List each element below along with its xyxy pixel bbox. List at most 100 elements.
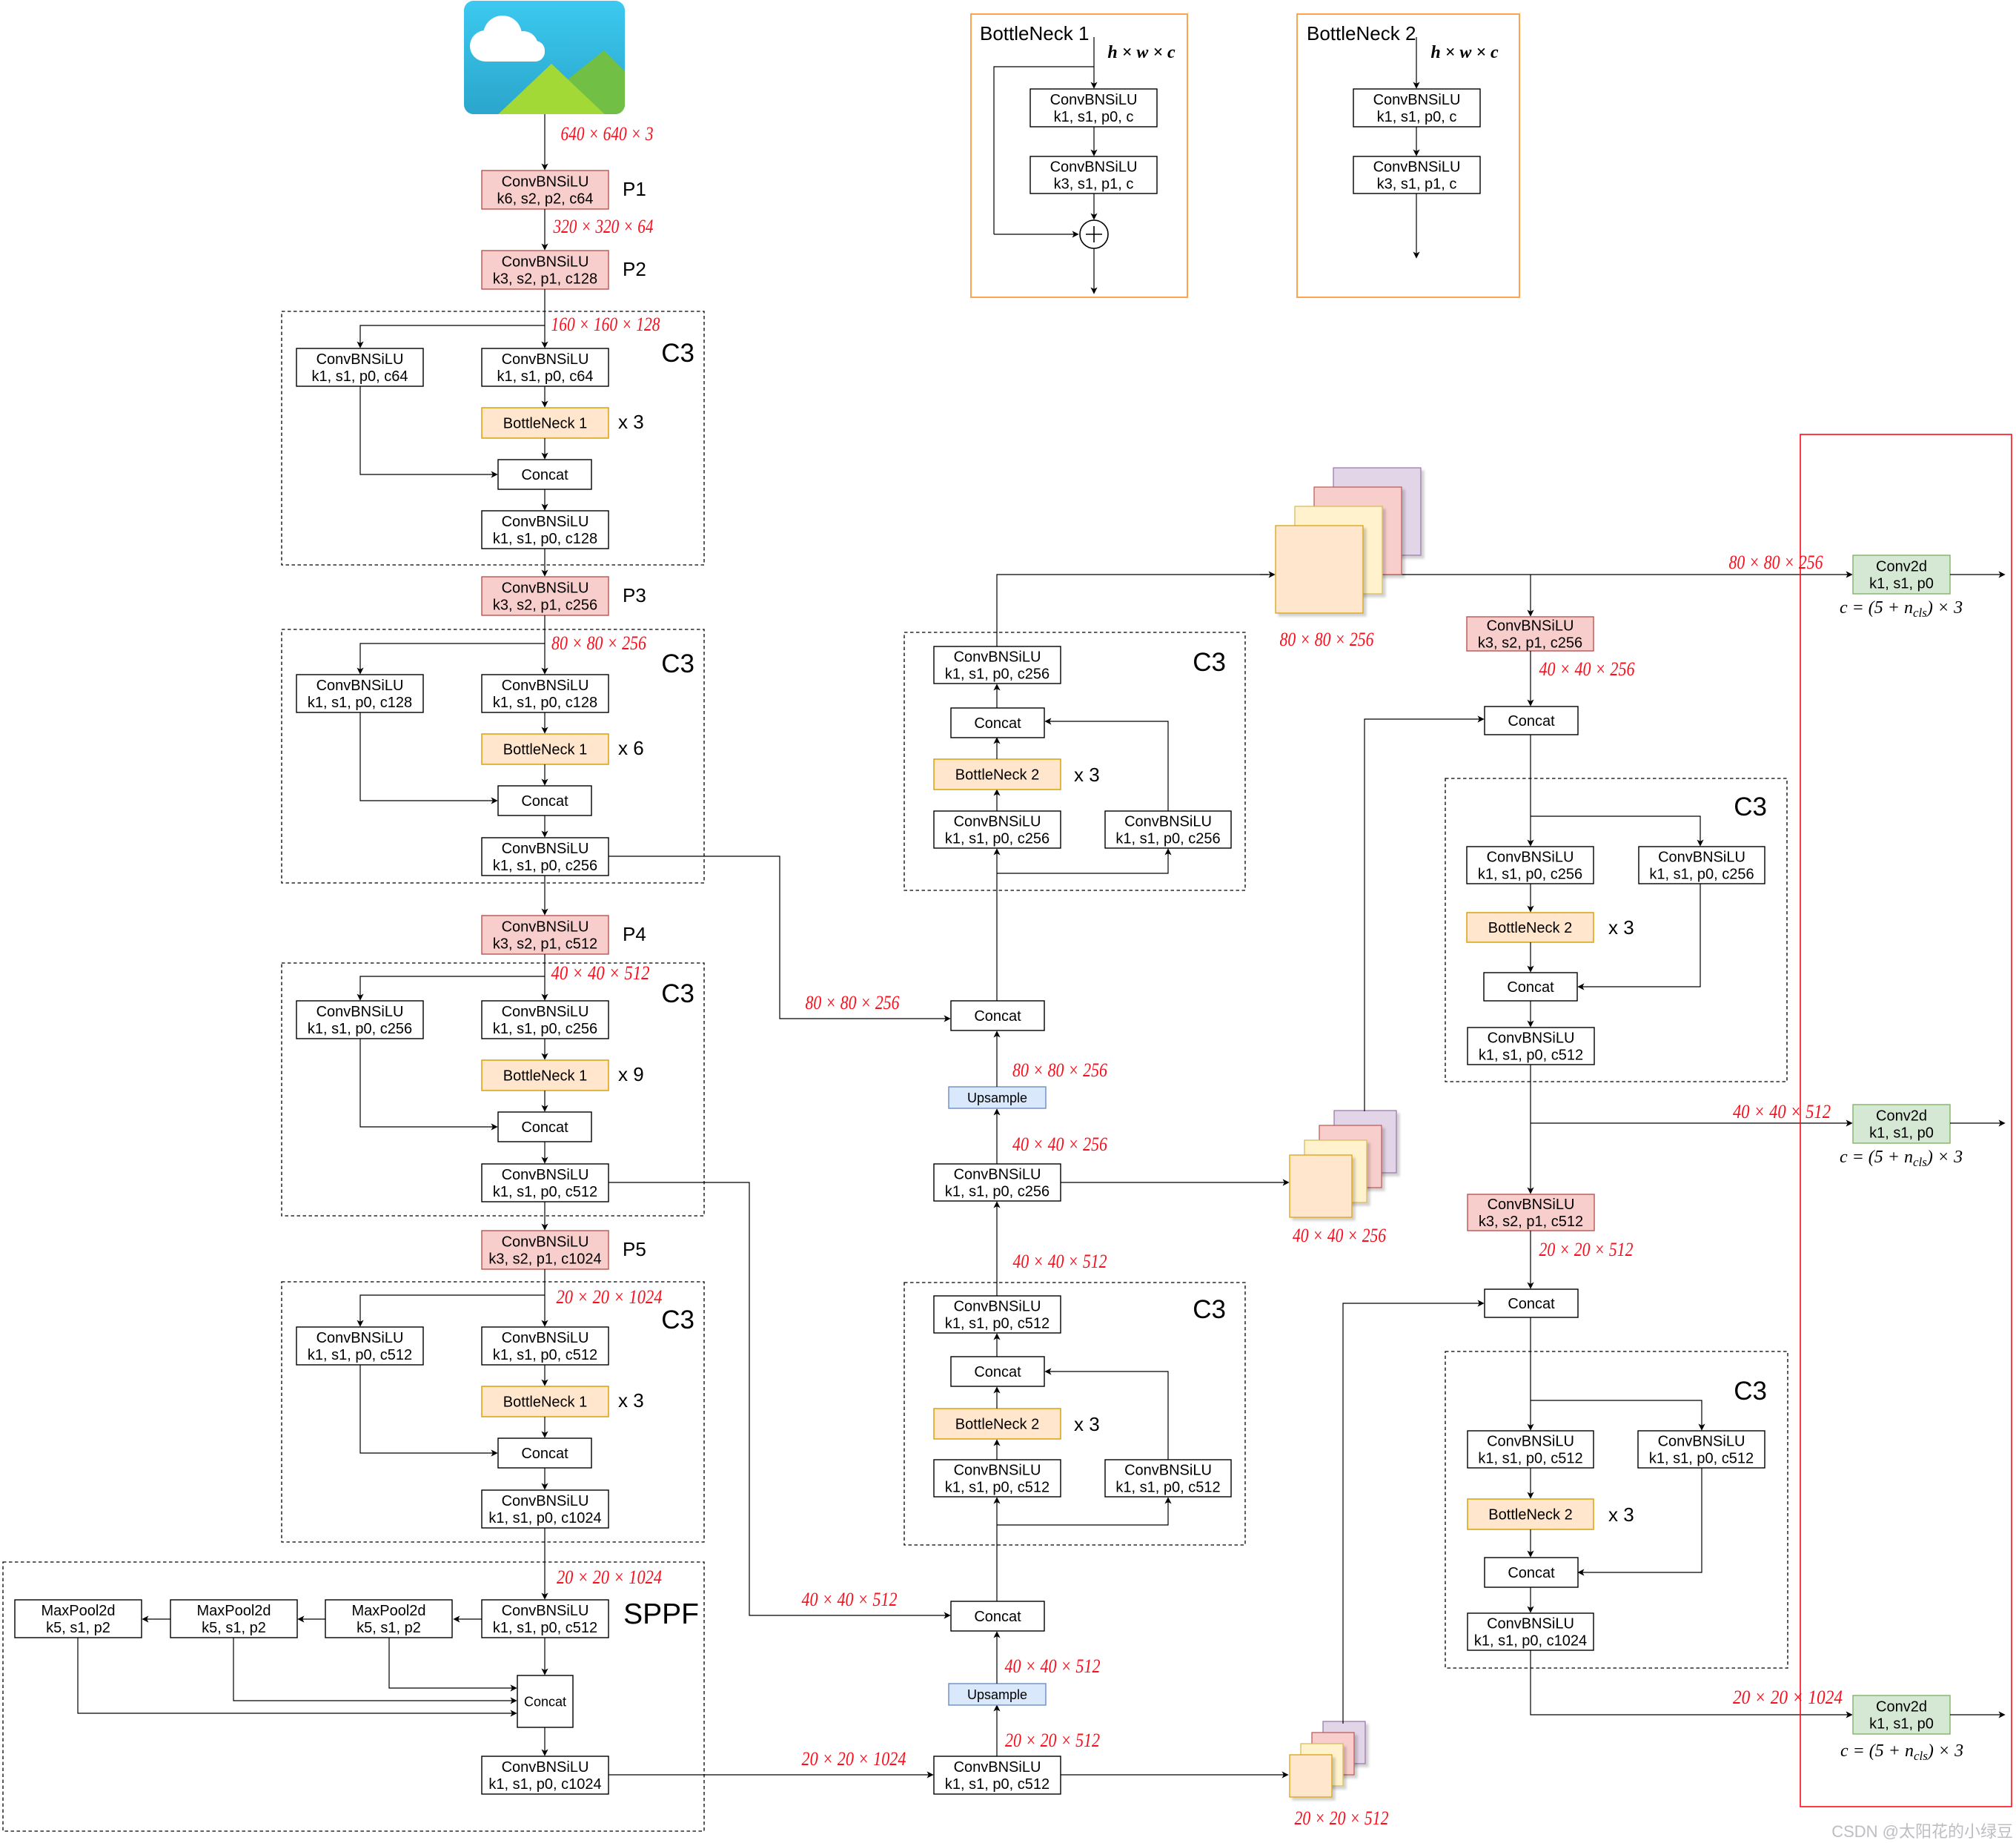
- svg-text:ConvBNSiLU: ConvBNSiLU: [316, 1330, 404, 1346]
- svg-text:P2: P2: [623, 258, 646, 280]
- svg-text:x 3: x 3: [1074, 764, 1100, 786]
- svg-text:40 × 40 × 512: 40 × 40 × 512: [1013, 1251, 1107, 1272]
- svg-text:40 × 40 × 512: 40 × 40 × 512: [1733, 1101, 1831, 1122]
- svg-text:k1, s1, p0, c128: k1, s1, p0, c128: [308, 695, 412, 711]
- svg-text:160 × 160 × 128: 160 × 160 × 128: [551, 314, 660, 335]
- svg-text:ConvBNSiLU: ConvBNSiLU: [1487, 1616, 1574, 1632]
- svg-text:640 × 640 × 3: 640 × 640 × 3: [561, 123, 654, 145]
- svg-text:40 × 40 × 256: 40 × 40 × 256: [1012, 1134, 1107, 1155]
- svg-text:BottleNeck 1: BottleNeck 1: [503, 1394, 587, 1411]
- svg-text:k3, s2, p1, c128: k3, s2, p1, c128: [493, 271, 597, 288]
- svg-text:Concat: Concat: [524, 1694, 566, 1709]
- svg-text:Concat: Concat: [974, 1364, 1021, 1380]
- svg-text:80 × 80 × 256: 80 × 80 × 256: [1012, 1059, 1107, 1081]
- svg-text:20 × 20 × 1024: 20 × 20 × 1024: [802, 1748, 906, 1770]
- svg-text:k1, s1, p0, c256: k1, s1, p0, c256: [308, 1021, 412, 1037]
- svg-text:k3, s2, p1, c256: k3, s2, p1, c256: [1478, 635, 1582, 652]
- svg-text:P3: P3: [623, 584, 646, 606]
- svg-text:ConvBNSiLU: ConvBNSiLU: [1124, 814, 1212, 830]
- svg-text:x 3: x 3: [618, 411, 644, 433]
- svg-text:Concat: Concat: [1508, 713, 1555, 729]
- svg-text:Conv2d: Conv2d: [1876, 1108, 1927, 1125]
- svg-text:40 × 40 × 512: 40 × 40 × 512: [1005, 1655, 1101, 1677]
- svg-text:k3, s2, p1, c1024: k3, s2, p1, c1024: [488, 1251, 601, 1268]
- svg-text:ConvBNSiLU: ConvBNSiLU: [316, 351, 404, 368]
- svg-text:C3: C3: [661, 649, 694, 678]
- svg-text:20 × 20 × 512: 20 × 20 × 512: [1005, 1730, 1100, 1751]
- svg-text:ConvBNSiLU: ConvBNSiLU: [316, 1004, 404, 1020]
- svg-text:Conv2d: Conv2d: [1876, 559, 1927, 575]
- svg-text:P4: P4: [623, 923, 646, 945]
- svg-text:k3, s2, p1, c512: k3, s2, p1, c512: [493, 936, 597, 953]
- svg-text:k1, s1, p0: k1, s1, p0: [1869, 1125, 1934, 1142]
- svg-text:ConvBNSiLU: ConvBNSiLU: [954, 814, 1041, 830]
- svg-text:BottleNeck 1: BottleNeck 1: [980, 22, 1089, 44]
- svg-text:BottleNeck 2: BottleNeck 2: [1488, 920, 1572, 936]
- svg-text:ConvBNSiLU: ConvBNSiLU: [1487, 1434, 1574, 1450]
- svg-text:k1, s1, p0, c128: k1, s1, p0, c128: [493, 531, 597, 547]
- svg-text:C3: C3: [1193, 1295, 1226, 1324]
- svg-text:C3: C3: [661, 339, 694, 368]
- svg-text:C3: C3: [1734, 793, 1767, 821]
- svg-text:ConvBNSiLU: ConvBNSiLU: [1373, 92, 1461, 108]
- svg-text:80 × 80 × 256: 80 × 80 × 256: [1729, 552, 1823, 573]
- svg-text:Concat: Concat: [1508, 1565, 1555, 1581]
- svg-text:h × w × c: h × w × c: [1107, 43, 1176, 62]
- svg-text:CSDN @太阳花的小绿豆: CSDN @太阳花的小绿豆: [1831, 1822, 2013, 1841]
- svg-text:x 3: x 3: [1608, 1503, 1634, 1526]
- svg-text:ConvBNSiLU: ConvBNSiLU: [1488, 1030, 1575, 1047]
- svg-text:c = (5 + ncls) × 3: c = (5 + ncls) × 3: [1840, 1741, 1963, 1763]
- svg-text:ConvBNSiLU: ConvBNSiLU: [1124, 1463, 1212, 1479]
- svg-text:k1, s1, p0, c512: k1, s1, p0, c512: [1478, 1451, 1582, 1467]
- svg-text:Concat: Concat: [974, 715, 1021, 732]
- svg-text:k1, s1, p0, c1024: k1, s1, p0, c1024: [488, 1776, 601, 1793]
- svg-text:40 × 40 × 256: 40 × 40 × 256: [1539, 658, 1635, 680]
- svg-text:20 × 20 × 1024: 20 × 20 × 1024: [557, 1566, 662, 1588]
- svg-text:20 × 20 × 1024: 20 × 20 × 1024: [557, 1286, 663, 1308]
- svg-text:Concat: Concat: [1507, 979, 1554, 996]
- svg-text:k1, s1, p0, c: k1, s1, p0, c: [1377, 109, 1457, 125]
- svg-text:Upsample: Upsample: [967, 1687, 1027, 1702]
- svg-text:k1, s1, p0, c512: k1, s1, p0, c512: [493, 1620, 597, 1636]
- svg-text:ConvBNSiLU: ConvBNSiLU: [1487, 618, 1574, 635]
- svg-text:x 3: x 3: [618, 1389, 644, 1412]
- svg-text:k1, s1, p0, c512: k1, s1, p0, c512: [493, 1184, 597, 1200]
- svg-text:k1, s1, p0, c256: k1, s1, p0, c256: [1649, 867, 1754, 883]
- svg-text:ConvBNSiLU: ConvBNSiLU: [502, 254, 589, 271]
- svg-text:ConvBNSiLU: ConvBNSiLU: [502, 580, 589, 597]
- svg-text:k1, s1, p0, c512: k1, s1, p0, c512: [945, 1776, 1050, 1793]
- svg-text:k1, s1, p0, c256: k1, s1, p0, c256: [1115, 831, 1220, 847]
- svg-text:ConvBNSiLU: ConvBNSiLU: [1658, 1434, 1745, 1450]
- svg-text:ConvBNSiLU: ConvBNSiLU: [502, 1167, 589, 1183]
- svg-text:k1, s1, p0, c256: k1, s1, p0, c256: [493, 858, 597, 874]
- svg-text:Concat: Concat: [521, 467, 568, 483]
- svg-text:ConvBNSiLU: ConvBNSiLU: [502, 514, 589, 530]
- svg-text:BottleNeck 2: BottleNeck 2: [955, 1417, 1039, 1433]
- svg-text:C3: C3: [661, 1306, 694, 1334]
- svg-text:k3, s2, p1, c512: k3, s2, p1, c512: [1479, 1214, 1583, 1230]
- svg-text:40 × 40 × 512: 40 × 40 × 512: [802, 1589, 898, 1610]
- svg-text:20 × 20 × 512: 20 × 20 × 512: [1539, 1239, 1634, 1260]
- svg-text:x 3: x 3: [1608, 916, 1634, 939]
- svg-text:Concat: Concat: [521, 1446, 568, 1462]
- svg-text:k5, s1, p2: k5, s1, p2: [46, 1620, 110, 1636]
- svg-text:BottleNeck 2: BottleNeck 2: [1307, 22, 1416, 44]
- svg-text:ConvBNSiLU: ConvBNSiLU: [954, 1167, 1041, 1183]
- svg-text:40 × 40 × 256: 40 × 40 × 256: [1293, 1225, 1386, 1246]
- svg-text:ConvBNSiLU: ConvBNSiLU: [1373, 159, 1461, 176]
- svg-text:C3: C3: [1734, 1377, 1767, 1406]
- svg-text:ConvBNSiLU: ConvBNSiLU: [502, 1004, 589, 1020]
- svg-text:40 × 40 × 512: 40 × 40 × 512: [551, 962, 650, 984]
- svg-text:x 9: x 9: [618, 1063, 644, 1085]
- svg-text:k1, s1, p0, c256: k1, s1, p0, c256: [493, 1021, 597, 1037]
- svg-text:k1, s1, p0, c512: k1, s1, p0, c512: [1479, 1048, 1583, 1064]
- svg-text:ConvBNSiLU: ConvBNSiLU: [502, 1330, 589, 1346]
- svg-text:k1, s1, p0, c1024: k1, s1, p0, c1024: [488, 1510, 601, 1526]
- svg-text:ConvBNSiLU: ConvBNSiLU: [954, 1299, 1041, 1315]
- svg-text:ConvBNSiLU: ConvBNSiLU: [502, 1234, 589, 1251]
- svg-text:k1, s1, p0, c256: k1, s1, p0, c256: [945, 666, 1050, 683]
- svg-text:ConvBNSiLU: ConvBNSiLU: [502, 678, 589, 694]
- svg-text:k3, s1, p1, c: k3, s1, p1, c: [1054, 176, 1134, 193]
- svg-text:k1, s1, p0: k1, s1, p0: [1869, 576, 1934, 592]
- svg-text:k1, s1, p0, c: k1, s1, p0, c: [1054, 109, 1134, 125]
